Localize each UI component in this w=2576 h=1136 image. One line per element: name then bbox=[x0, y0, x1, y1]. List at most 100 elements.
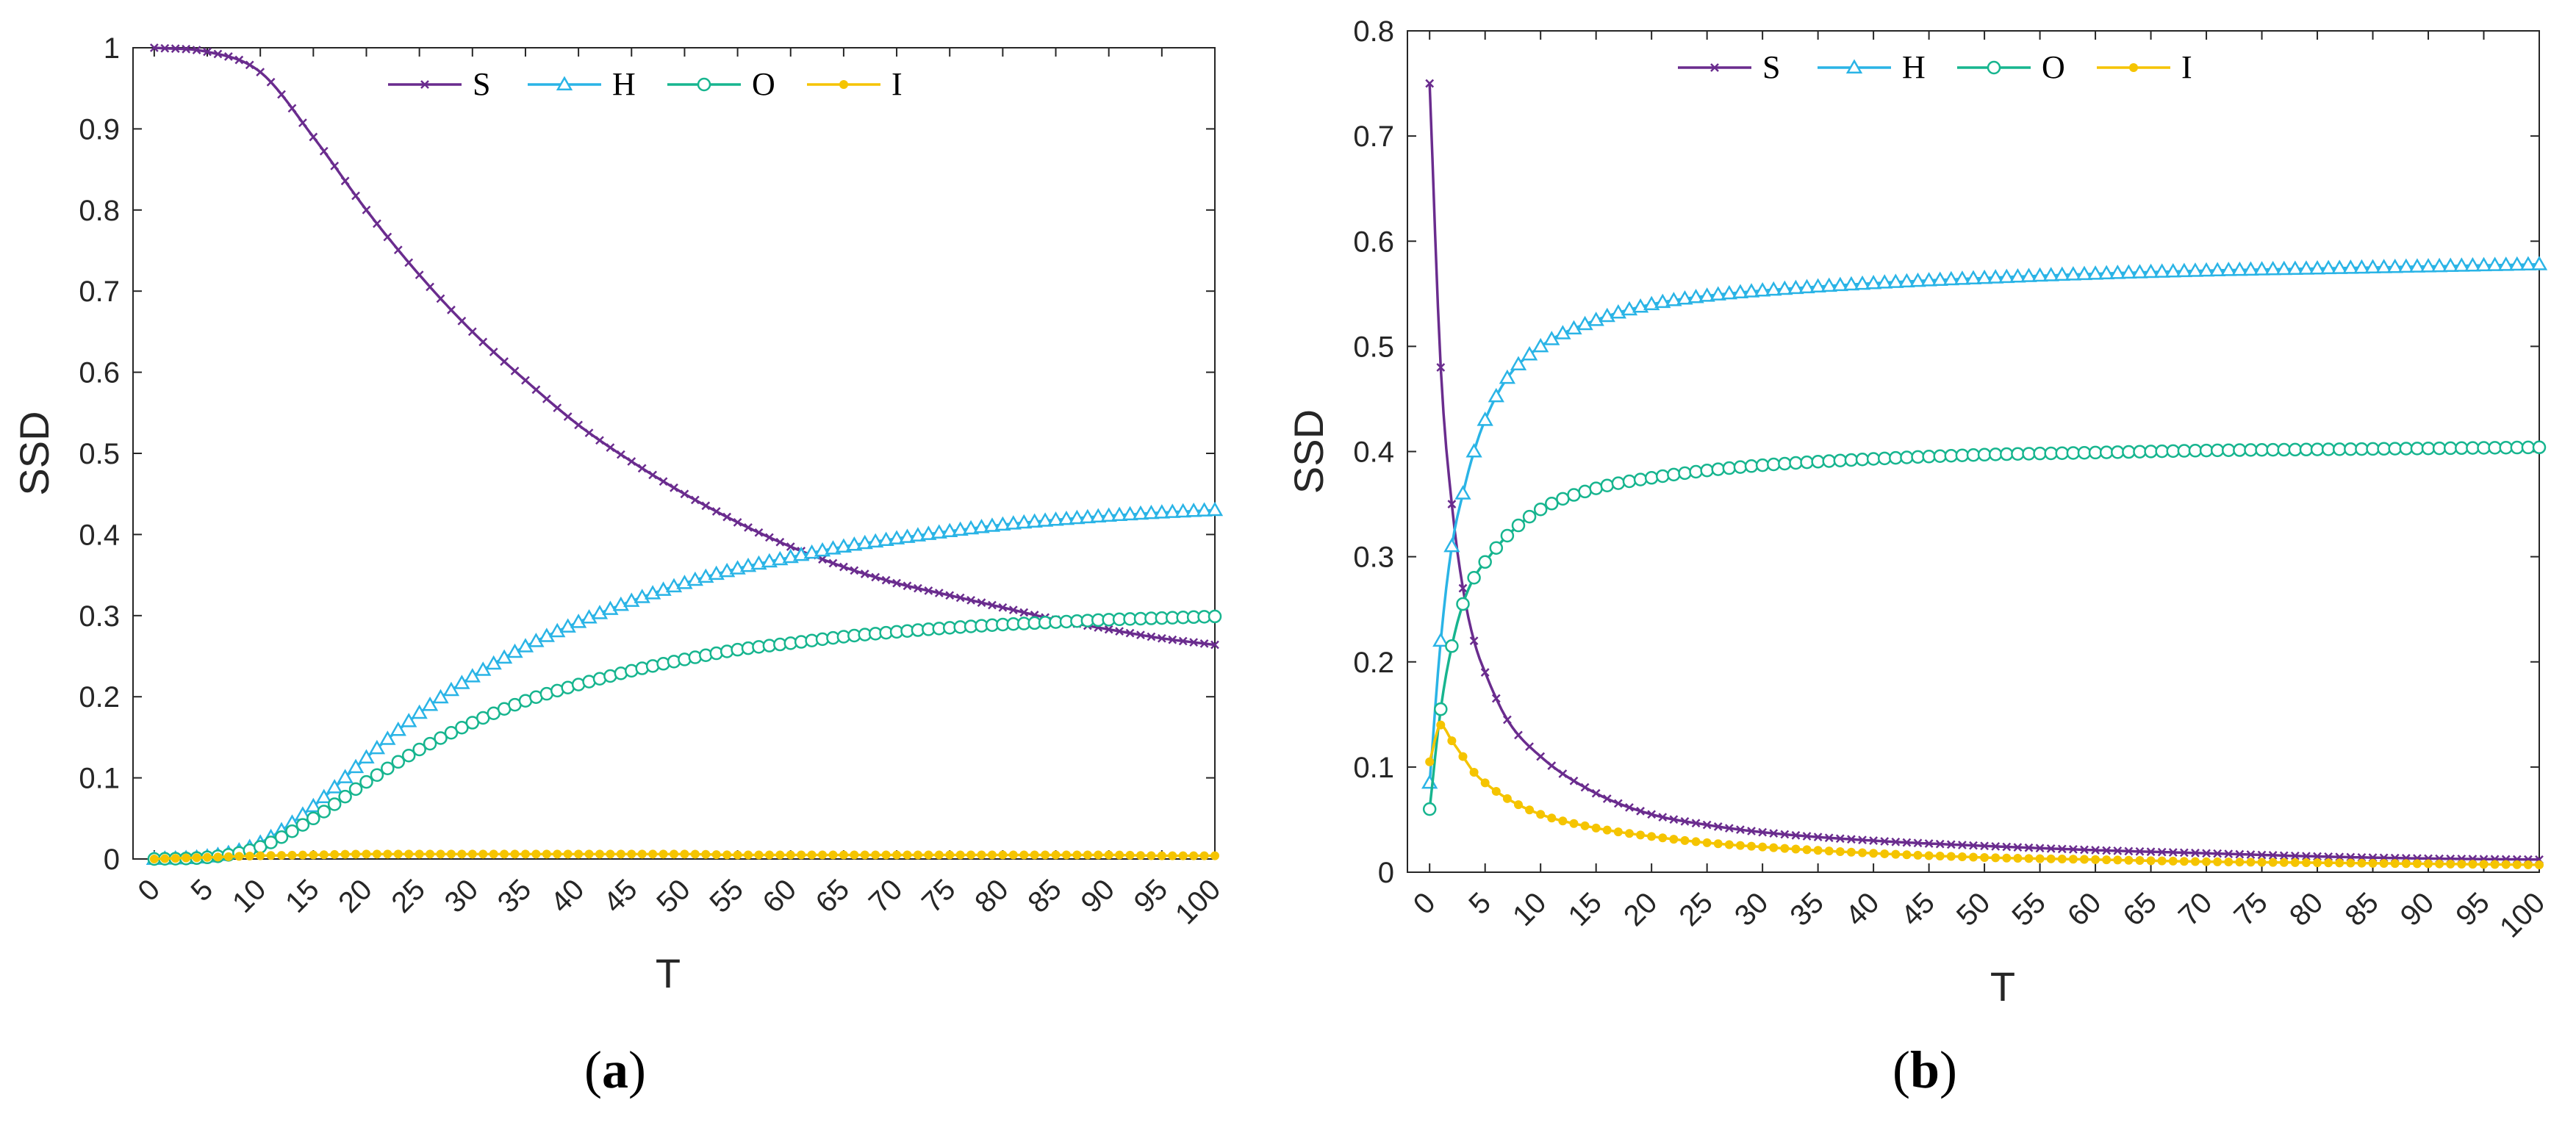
marker-I bbox=[394, 849, 403, 858]
marker-O bbox=[1646, 472, 1657, 483]
legend-label-I: I bbox=[891, 66, 903, 102]
marker-I bbox=[2502, 860, 2511, 869]
marker-I bbox=[2013, 854, 2022, 863]
marker-I bbox=[2524, 860, 2533, 869]
marker-I bbox=[1062, 850, 1071, 859]
marker-I bbox=[2147, 856, 2156, 865]
marker-I bbox=[362, 849, 370, 858]
marker-O bbox=[1513, 520, 1524, 531]
marker-I bbox=[500, 849, 509, 858]
marker-I bbox=[988, 850, 997, 859]
marker-I bbox=[2435, 860, 2444, 869]
legend-label-H: H bbox=[612, 66, 636, 102]
marker-O bbox=[1934, 450, 1946, 462]
marker-I bbox=[2180, 857, 2189, 866]
marker-I bbox=[1436, 721, 1445, 730]
marker-I bbox=[691, 849, 700, 858]
x-tick-label: 55 bbox=[2006, 886, 2052, 932]
marker-I bbox=[415, 849, 424, 858]
x-tick-label: 85 bbox=[1022, 873, 1068, 919]
marker-O bbox=[1901, 452, 1912, 464]
marker-O bbox=[2267, 444, 2279, 456]
marker-I bbox=[2313, 858, 2322, 867]
marker-I bbox=[213, 852, 222, 861]
marker-I bbox=[808, 850, 817, 859]
legend-label-H: H bbox=[1902, 49, 1926, 85]
marker-I bbox=[2480, 860, 2489, 869]
marker-I bbox=[1991, 853, 2000, 862]
y-tick-label: 0.1 bbox=[79, 763, 120, 795]
marker-I bbox=[2468, 860, 2477, 869]
x-axis-label: T bbox=[1990, 963, 2015, 1010]
marker-O bbox=[2089, 447, 2101, 459]
x-tick-label: 75 bbox=[916, 873, 962, 919]
marker-O bbox=[2167, 445, 2179, 457]
marker-I bbox=[680, 849, 689, 858]
marker-O bbox=[1701, 464, 1713, 476]
marker-I bbox=[2380, 859, 2389, 868]
marker-I bbox=[1425, 758, 1434, 766]
marker-O bbox=[307, 813, 319, 824]
marker-I bbox=[1503, 794, 1512, 803]
marker-O bbox=[2300, 444, 2312, 456]
marker-I bbox=[1592, 824, 1601, 833]
marker-O bbox=[2234, 445, 2245, 456]
marker-I bbox=[320, 850, 329, 859]
marker-O bbox=[2333, 443, 2345, 455]
marker-I bbox=[437, 849, 445, 858]
marker-I bbox=[1636, 830, 1645, 839]
marker-I bbox=[468, 849, 477, 858]
x-tick-label: 70 bbox=[863, 873, 909, 919]
marker-I bbox=[1725, 840, 1734, 849]
marker-I bbox=[564, 849, 573, 858]
marker-I bbox=[595, 849, 604, 858]
x-tick-label: 50 bbox=[1951, 886, 1997, 932]
marker-O bbox=[2056, 447, 2068, 459]
marker-O bbox=[1890, 452, 1901, 464]
marker-O bbox=[371, 769, 383, 781]
marker-I bbox=[998, 850, 1007, 859]
x-tick-label: 80 bbox=[969, 873, 1015, 919]
marker-I bbox=[2224, 858, 2233, 866]
legend-label-I: I bbox=[2181, 49, 2192, 85]
marker-I bbox=[2391, 859, 2400, 868]
y-tick-label: 0.8 bbox=[79, 195, 120, 227]
marker-I bbox=[1625, 829, 1634, 838]
marker-I bbox=[2457, 860, 2466, 869]
marker-O bbox=[1657, 470, 1668, 482]
marker-I bbox=[447, 849, 456, 858]
marker-I bbox=[1083, 850, 1092, 859]
marker-O bbox=[2389, 443, 2401, 455]
marker-I bbox=[670, 849, 678, 858]
marker-I bbox=[1980, 853, 1989, 862]
marker-I bbox=[2024, 854, 2033, 863]
marker-I bbox=[1680, 836, 1689, 845]
marker-I bbox=[627, 849, 636, 858]
marker-I bbox=[298, 851, 307, 860]
x-tick-label: 55 bbox=[703, 873, 750, 919]
x-tick-label: 100 bbox=[1169, 873, 1227, 930]
y-tick-label: 0.6 bbox=[79, 357, 120, 389]
marker-I bbox=[722, 850, 731, 859]
marker-I bbox=[330, 850, 339, 859]
y-tick-label: 0.7 bbox=[79, 276, 120, 308]
x-axis-label: T bbox=[656, 950, 681, 996]
marker-I bbox=[775, 850, 784, 859]
marker-O bbox=[2522, 442, 2534, 453]
marker-O bbox=[2178, 445, 2190, 457]
marker-I bbox=[1703, 838, 1712, 847]
marker-I bbox=[797, 850, 806, 859]
marker-O bbox=[1612, 478, 1624, 489]
marker-I bbox=[871, 850, 880, 859]
marker-I bbox=[2357, 859, 2366, 868]
marker-I bbox=[638, 849, 647, 858]
marker-I bbox=[861, 850, 869, 859]
marker-I bbox=[2080, 855, 2089, 864]
marker-O bbox=[2278, 444, 2290, 456]
marker-I bbox=[2158, 857, 2167, 866]
marker-O bbox=[1978, 449, 1990, 461]
x-tick-label: 25 bbox=[385, 873, 431, 919]
marker-O bbox=[2256, 444, 2268, 456]
marker-O bbox=[2444, 442, 2456, 454]
